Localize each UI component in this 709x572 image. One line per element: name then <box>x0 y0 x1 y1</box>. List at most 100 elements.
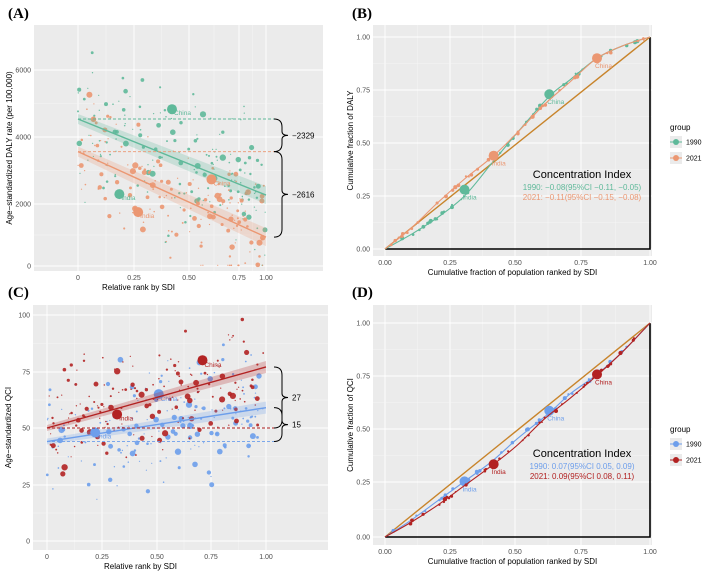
scatter-point-2021 <box>184 329 187 333</box>
scatter-point-2021 <box>50 443 56 449</box>
scatter-point-2021 <box>208 421 214 426</box>
scatter-point-2021 <box>188 437 191 440</box>
scatter-point-2021 <box>56 396 59 399</box>
scatter-point-2021 <box>48 395 50 397</box>
scatter-point-1990 <box>131 417 134 420</box>
point-india-2021 <box>133 207 144 218</box>
scatter-point-2021 <box>149 169 152 171</box>
curve-point-1990 <box>534 421 539 426</box>
scatter-point-1990 <box>202 172 207 177</box>
curve-point-2021 <box>435 201 439 205</box>
curve-point-2021 <box>533 113 536 116</box>
scatter-point-2021 <box>113 368 116 370</box>
curve-point-2021 <box>543 416 546 419</box>
x-axis-title: Relative rank by SDI <box>104 562 177 571</box>
scatter-point-2021 <box>111 387 115 390</box>
scatter-point-2021 <box>121 423 123 425</box>
scatter-point-1990 <box>228 161 231 164</box>
legend-label-1990: 1990 <box>686 442 702 449</box>
scatter-point-2021 <box>196 201 200 206</box>
curve-point-2021 <box>540 104 545 108</box>
concentration-index-1990: 1990: 0.07(95%CI 0.05, 0.09) <box>530 462 635 471</box>
scatter-point-1990 <box>124 114 126 116</box>
point-india-1990 <box>459 184 470 195</box>
scatter-point-1990 <box>63 435 66 438</box>
y-tick-label: 4000 <box>15 135 31 142</box>
scatter-point-1990 <box>138 105 142 109</box>
scatter-point-2021 <box>80 138 84 142</box>
scatter-point-1990 <box>57 445 60 447</box>
scatter-point-2021 <box>221 203 224 205</box>
scatter-point-2021 <box>106 114 110 118</box>
scatter-point-1990 <box>79 172 81 175</box>
curve-point-2021 <box>408 521 413 526</box>
curve-point-1990 <box>411 233 415 236</box>
scatter-point-1990 <box>105 381 111 387</box>
scatter-point-1990 <box>246 214 252 220</box>
point-china-2021 <box>197 355 208 366</box>
scatter-point-1990 <box>90 51 94 55</box>
scatter-point-1990 <box>180 423 186 429</box>
scatter-point-2021 <box>217 182 221 186</box>
scatter-point-1990 <box>151 462 153 464</box>
scatter-point-1990 <box>77 110 79 113</box>
difference-bracket <box>273 407 289 443</box>
scatter-point-1990 <box>133 449 137 452</box>
scatter-point-2021 <box>193 379 200 386</box>
curve-point-2021 <box>483 468 486 471</box>
scatter-point-2021 <box>132 365 134 367</box>
scatter-point-1990 <box>212 163 214 166</box>
scatter-point-2021 <box>78 163 84 168</box>
scatter-point-2021 <box>231 336 233 338</box>
y-tick-label: 75 <box>22 370 30 377</box>
scatter-point-2021 <box>129 355 131 358</box>
curve-point-2021 <box>530 115 534 119</box>
curve-point-2021 <box>467 175 470 178</box>
scatter-point-1990 <box>104 102 108 107</box>
curve-point-2021 <box>451 188 455 192</box>
x-tick-label: 0.75 <box>574 549 588 556</box>
scatter-point-2021 <box>254 404 257 406</box>
scatter-point-1990 <box>46 419 49 421</box>
curve-point-1990 <box>463 195 466 198</box>
scatter-point-1990 <box>161 156 163 159</box>
scatter-point-1990 <box>87 159 89 161</box>
x-tick-label: 0 <box>76 275 80 282</box>
scatter-point-2021 <box>237 202 239 204</box>
curve-point-2021 <box>573 75 577 80</box>
y-tick-label: 0.25 <box>356 480 370 487</box>
scatter-point-2021 <box>95 143 100 148</box>
scatter-point-2021 <box>129 168 136 175</box>
scatter-point-1990 <box>209 482 215 488</box>
scatter-point-1990 <box>162 481 165 483</box>
scatter-point-2021 <box>260 238 264 241</box>
scatter-point-1990 <box>231 373 235 376</box>
scatter-point-1990 <box>160 374 163 377</box>
scatter-point-1990 <box>201 406 206 411</box>
x-axis-title: Cumulative fraction of population ranked… <box>428 557 597 566</box>
curve-point-1990 <box>435 218 439 221</box>
scatter-point-2021 <box>241 389 244 392</box>
concentration-index-title: Concentration Index <box>533 448 632 460</box>
scatter-point-2021 <box>158 163 163 168</box>
bracket-annotation: −2329 <box>292 131 315 140</box>
point-china-1990 <box>167 104 177 115</box>
scatter-point-1990 <box>262 227 268 233</box>
scatter-point-2021 <box>237 386 240 388</box>
scatter-point-1990 <box>115 138 117 140</box>
scatter-point-1990 <box>198 446 200 448</box>
scatter-point-2021 <box>236 388 238 390</box>
scatter-point-2021 <box>256 423 260 427</box>
scatter-point-1990 <box>183 192 186 195</box>
scatter-point-1990 <box>249 433 256 440</box>
scatter-point-2021 <box>148 403 152 407</box>
x-axis-title: Cumulative fraction of population ranked… <box>428 268 597 277</box>
point-label-india: India <box>492 469 506 476</box>
confidence-band-2021 <box>78 146 266 247</box>
scatter-point-1990 <box>249 444 251 447</box>
scatter-point-2021 <box>234 407 238 412</box>
scatter-point-1990 <box>202 199 204 202</box>
scatter-point-2021 <box>97 444 99 446</box>
scatter-point-2021 <box>207 211 209 214</box>
scatter-point-2021 <box>218 366 220 368</box>
